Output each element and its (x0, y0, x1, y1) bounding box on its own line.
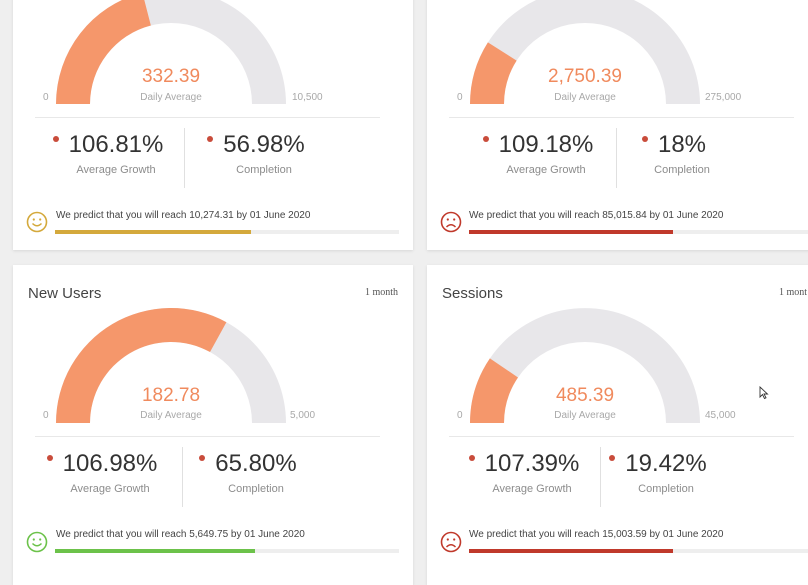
gauge-min: 0 (457, 92, 463, 103)
prediction-text: We predict that you will reach 5,649.75 … (56, 529, 305, 540)
period-selector[interactable]: 1 mont (779, 287, 808, 298)
gauge-value: 485.39 (555, 385, 615, 406)
stat-completion: 56.98% Completion (194, 131, 334, 176)
stat-value: 65.80% (215, 450, 297, 477)
divider (616, 128, 617, 188)
divider (449, 117, 794, 118)
gauge-value: 332.39 (141, 66, 201, 87)
card-title: Sessions (442, 285, 503, 302)
gauge-caption: Daily Average (554, 92, 616, 103)
stat-completion: 65.80% Completion (186, 450, 326, 495)
prediction-progress-fill (469, 230, 673, 234)
mouse-cursor-icon (759, 386, 769, 400)
gauge-max: 45,000 (705, 410, 736, 421)
prediction-progress-bar (55, 549, 399, 553)
stat-label: Average Growth (492, 483, 572, 495)
prediction-progress-fill (55, 230, 252, 234)
prediction-text: We predict that you will reach 15,003.59… (469, 529, 724, 540)
divider (600, 447, 601, 507)
stat-value: 19.42% (625, 450, 707, 477)
divider (35, 117, 380, 118)
gauge-max: 10,500 (292, 92, 323, 103)
bullet-dot (609, 455, 616, 461)
stat-average-growth: 107.39% Average Growth (462, 450, 602, 495)
prediction-progress-fill (469, 549, 673, 553)
card-title: New Users (28, 285, 102, 302)
stat-completion: 19.42% Completion (596, 450, 736, 495)
stat-value: 56.98% (223, 131, 305, 158)
stat-label: Average Growth (76, 164, 156, 176)
stat-completion: 18% Completion (612, 131, 752, 176)
stat-value: 106.98% (62, 450, 158, 477)
stat-average-growth: 106.98% Average Growth (40, 450, 180, 495)
stat-label: Average Growth (70, 483, 150, 495)
gauge-value: 182.78 (141, 385, 201, 406)
bullet-dot (482, 136, 489, 142)
stat-value: 18% (657, 131, 707, 158)
divider (35, 436, 380, 437)
divider (449, 436, 794, 437)
gauge-value: 2,750.39 (548, 66, 622, 87)
happy-face-icon (26, 211, 48, 233)
gauge-max: 275,000 (705, 92, 742, 103)
bullet-dot (641, 136, 648, 142)
gauge-max: 5,000 (290, 410, 316, 421)
stat-average-growth: 109.18% Average Growth (476, 131, 616, 176)
sad-face-icon (440, 211, 462, 233)
prediction-progress-bar (469, 230, 808, 234)
gauge-min: 0 (43, 410, 49, 421)
happy-face-icon (26, 531, 48, 553)
prediction-progress-bar (55, 230, 399, 234)
stat-value: 106.81% (68, 131, 164, 158)
bullet-dot (46, 455, 53, 461)
bullet-dot (199, 455, 206, 461)
stat-average-growth: 106.81% Average Growth (46, 131, 186, 176)
gauge-caption: Daily Average (140, 92, 202, 103)
prediction-progress-fill (55, 549, 255, 553)
gauge-caption: Daily Average (140, 410, 202, 421)
prediction-text: We predict that you will reach 10,274.31… (56, 210, 311, 221)
stat-label: Average Growth (506, 164, 586, 176)
divider (184, 128, 185, 188)
bullet-dot (52, 136, 59, 142)
stat-label: Completion (638, 483, 694, 495)
stat-label: Completion (654, 164, 710, 176)
prediction-text: We predict that you will reach 85,015.84… (469, 210, 724, 221)
stat-value: 107.39% (484, 450, 580, 477)
bullet-dot (468, 455, 475, 461)
gauge-caption: Daily Average (554, 410, 616, 421)
prediction-progress-bar (469, 549, 808, 553)
divider (182, 447, 183, 507)
sad-face-icon (440, 531, 462, 553)
bullet-dot (207, 136, 214, 142)
period-selector[interactable]: 1 month (365, 287, 399, 298)
gauge-min: 0 (457, 410, 463, 421)
stat-label: Completion (236, 164, 292, 176)
gauge-min: 0 (43, 92, 49, 103)
stat-label: Completion (228, 483, 284, 495)
stat-value: 109.18% (498, 131, 594, 158)
